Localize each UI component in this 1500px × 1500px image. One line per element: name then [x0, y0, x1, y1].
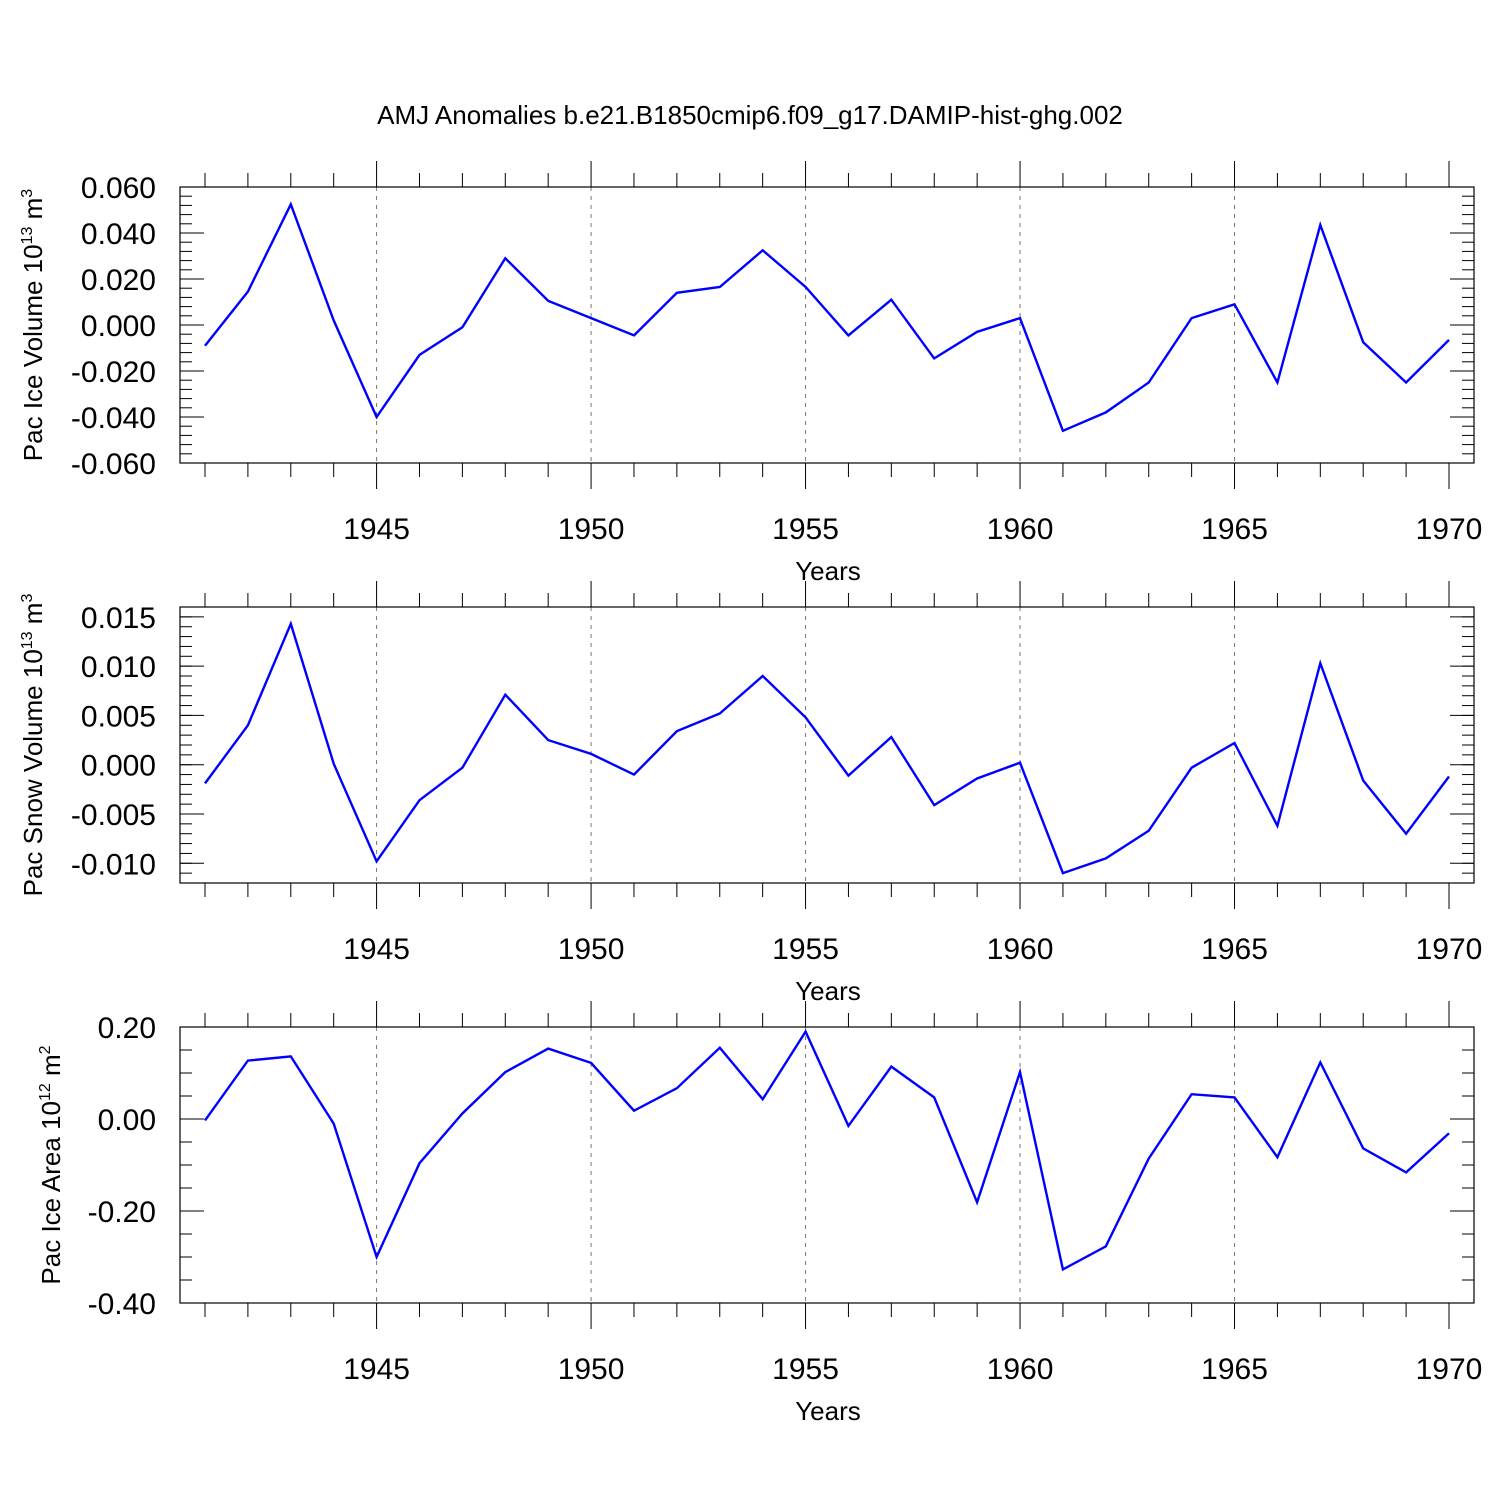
panels: -0.060 -0.040 -0.020 0.000 0.020 0.040 0.060 19…	[18, 161, 1482, 1426]
y-tick-label: -0.010	[71, 848, 156, 881]
series-line-1	[204, 201, 1450, 433]
y-tick-label: 0.040	[81, 218, 156, 251]
y-tick-label: -0.040	[71, 402, 156, 435]
x-axis-label: Years	[795, 976, 861, 1006]
y-axis-label: Pac Snow Volume 1013 m3	[18, 594, 48, 897]
x-tick-label: 1965	[1201, 1353, 1268, 1386]
x-tick-label: 1970	[1416, 1353, 1483, 1386]
y-tick-label: -0.020	[71, 356, 156, 389]
series-line-3	[204, 1029, 1450, 1272]
x-tick-label: 1965	[1201, 933, 1268, 966]
y-tick-label: -0.005	[71, 799, 156, 832]
x-tick-label: 1960	[987, 513, 1054, 546]
y-axis-label: Pac Ice Area 1012 m2	[36, 1045, 66, 1284]
x-tick-label: 1955	[772, 1353, 839, 1386]
x-tick-label: 1950	[558, 1353, 625, 1386]
x-tick-label: 1945	[343, 933, 410, 966]
y-tick-label: 0.015	[81, 602, 156, 635]
x-tick-label: 1960	[987, 933, 1054, 966]
panel-1: -0.060 -0.040 -0.020 0.000 0.020 0.040 0.060 19…	[18, 161, 1482, 586]
x-tick-label: 1970	[1416, 513, 1483, 546]
x-axis-label: Years	[795, 1396, 861, 1426]
x-tick-label: 1965	[1201, 513, 1268, 546]
y-tick-label: 0.005	[81, 700, 156, 733]
y-tick-label: -0.060	[71, 448, 156, 481]
x-axis-label: Years	[795, 556, 861, 586]
y-tick-label: -0.40	[88, 1288, 156, 1321]
x-tick-label: 1945	[343, 513, 410, 546]
x-tick-label: 1970	[1416, 933, 1483, 966]
x-tick-label: 1955	[772, 933, 839, 966]
y-tick-label: 0.20	[98, 1012, 156, 1045]
x-tick-label: 1960	[987, 1353, 1054, 1386]
y-axis-label: Pac Ice Volume 1013 m3	[18, 189, 48, 462]
x-tick-label: 1945	[343, 1353, 410, 1386]
x-tick-label: 1950	[558, 513, 625, 546]
panel-3: -0.40 -0.20 0.00 0.20 1945 1950 1955 1960 1965 19…	[36, 1001, 1482, 1426]
y-tick-label: 0.00	[98, 1104, 156, 1137]
y-tick-label: -0.20	[88, 1196, 156, 1229]
y-tick-label: 0.010	[81, 651, 156, 684]
panel-2: -0.010 -0.005 0.000 0.005 0.010 0.015 1945 1950…	[18, 581, 1482, 1006]
y-tick-label: 0.060	[81, 172, 156, 205]
chart-title: AMJ Anomalies b.e21.B1850cmip6.f09_g17.D…	[377, 100, 1123, 130]
y-tick-label: 0.020	[81, 264, 156, 297]
y-tick-label: 0.000	[81, 750, 156, 783]
series-line-2	[204, 620, 1450, 875]
y-tick-label: 0.000	[81, 310, 156, 343]
x-tick-label: 1950	[558, 933, 625, 966]
x-tick-label: 1955	[772, 513, 839, 546]
